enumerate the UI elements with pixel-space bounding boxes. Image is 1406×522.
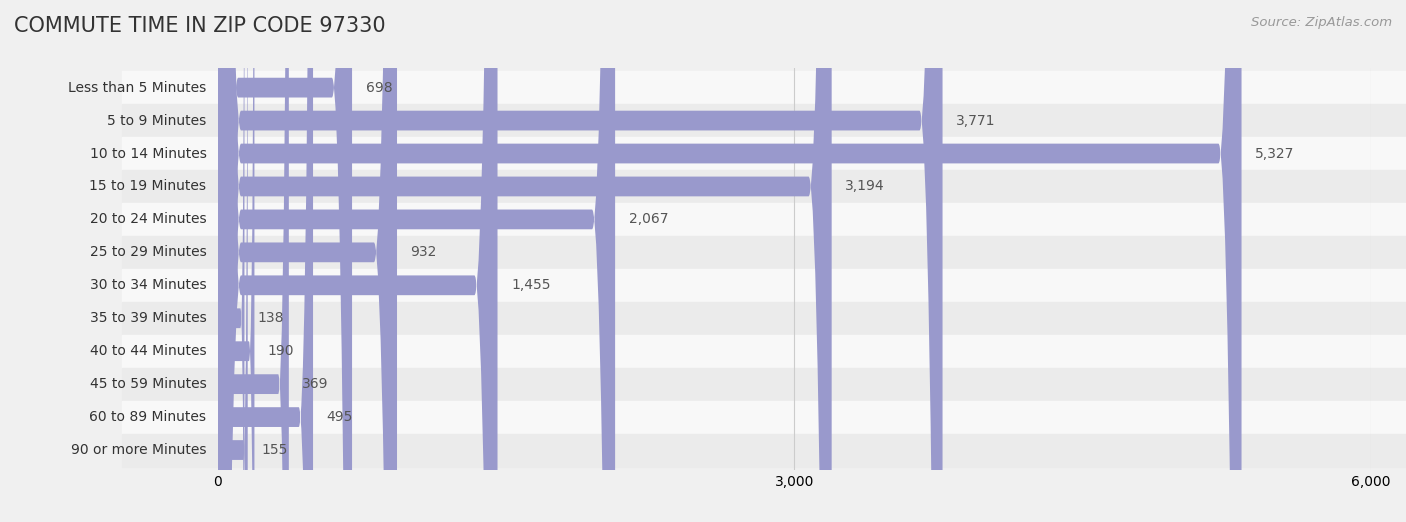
FancyBboxPatch shape (218, 0, 314, 522)
Text: 10 to 14 Minutes: 10 to 14 Minutes (90, 147, 207, 161)
Text: 698: 698 (366, 80, 392, 94)
FancyBboxPatch shape (218, 0, 942, 522)
Text: 15 to 19 Minutes: 15 to 19 Minutes (90, 180, 207, 194)
Text: 60 to 89 Minutes: 60 to 89 Minutes (90, 410, 207, 424)
Text: 35 to 39 Minutes: 35 to 39 Minutes (90, 311, 207, 325)
FancyBboxPatch shape (218, 0, 832, 522)
Text: 3,771: 3,771 (956, 114, 995, 127)
Text: COMMUTE TIME IN ZIP CODE 97330: COMMUTE TIME IN ZIP CODE 97330 (14, 16, 385, 35)
Text: 5 to 9 Minutes: 5 to 9 Minutes (107, 114, 207, 127)
Text: 20 to 24 Minutes: 20 to 24 Minutes (90, 212, 207, 227)
Text: 3,194: 3,194 (845, 180, 884, 194)
FancyBboxPatch shape (218, 0, 1241, 522)
Text: 1,455: 1,455 (510, 278, 551, 292)
Text: 138: 138 (257, 311, 284, 325)
Text: 5,327: 5,327 (1256, 147, 1295, 161)
Text: Less than 5 Minutes: Less than 5 Minutes (67, 80, 207, 94)
Text: Source: ZipAtlas.com: Source: ZipAtlas.com (1251, 16, 1392, 29)
FancyBboxPatch shape (218, 0, 288, 522)
FancyBboxPatch shape (218, 0, 498, 522)
Text: 495: 495 (326, 410, 353, 424)
FancyBboxPatch shape (218, 0, 245, 522)
FancyBboxPatch shape (218, 0, 614, 522)
FancyBboxPatch shape (218, 0, 396, 522)
Text: 25 to 29 Minutes: 25 to 29 Minutes (90, 245, 207, 259)
Text: 40 to 44 Minutes: 40 to 44 Minutes (90, 344, 207, 358)
FancyBboxPatch shape (218, 0, 254, 522)
Text: 932: 932 (411, 245, 437, 259)
Text: 90 or more Minutes: 90 or more Minutes (70, 443, 207, 457)
Text: 30 to 34 Minutes: 30 to 34 Minutes (90, 278, 207, 292)
Text: 190: 190 (269, 344, 294, 358)
FancyBboxPatch shape (218, 0, 247, 522)
Text: 369: 369 (302, 377, 329, 391)
Text: 155: 155 (262, 443, 288, 457)
FancyBboxPatch shape (218, 0, 352, 522)
Text: 2,067: 2,067 (628, 212, 668, 227)
Text: 45 to 59 Minutes: 45 to 59 Minutes (90, 377, 207, 391)
